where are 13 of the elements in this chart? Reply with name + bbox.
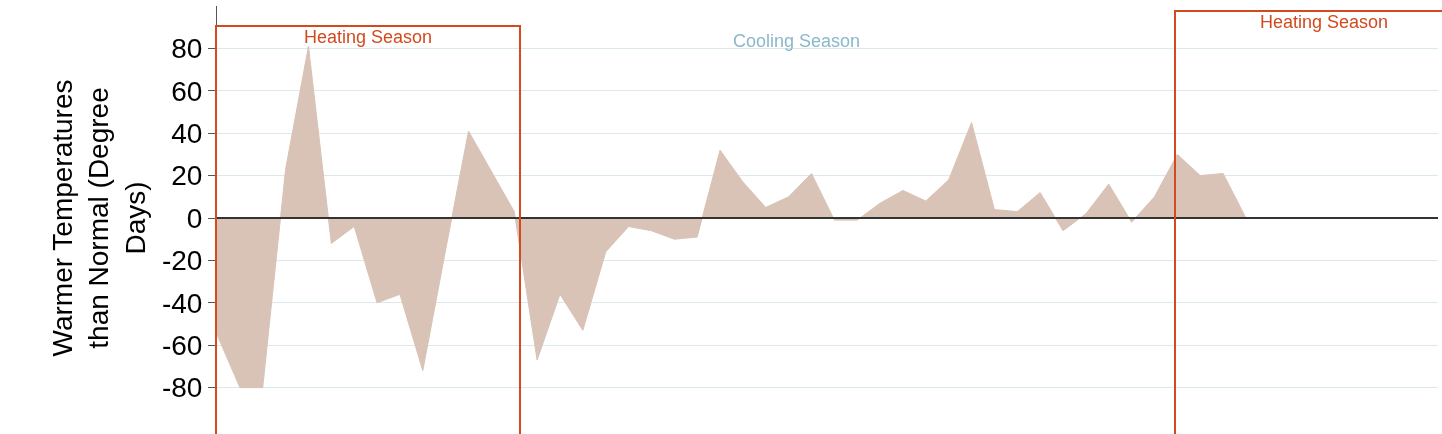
y-tick-label: 60 <box>171 75 203 107</box>
y-tick-label: -80 <box>161 372 203 404</box>
y-tick-label: 0 <box>186 202 203 234</box>
annotation: Heating Season <box>303 27 433 47</box>
y-tick-label: -20 <box>161 245 203 277</box>
y-tick-label: 80 <box>171 33 203 65</box>
annotation: Cooling Season <box>733 31 861 51</box>
y-axis-title: Warmer Temperatures than Normal (Degree Days) <box>46 79 151 357</box>
y-tick-label: -40 <box>161 287 203 319</box>
y-tick-label: 20 <box>171 160 203 192</box>
y-tick-label: 40 <box>171 118 203 149</box>
y-tick-label: -60 <box>161 330 203 361</box>
annotation: Heating Season <box>1259 12 1389 32</box>
